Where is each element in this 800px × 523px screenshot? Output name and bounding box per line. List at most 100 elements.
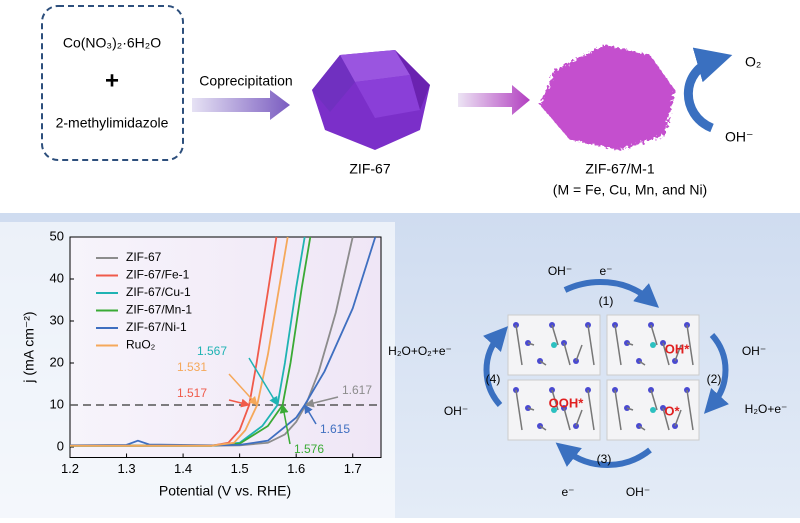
- y-tick-label: 20: [50, 354, 64, 369]
- bond: [563, 342, 571, 366]
- cycle-label: (1): [599, 294, 614, 308]
- y-tick-label: 40: [50, 270, 64, 285]
- intermediate-label: OOH*: [549, 395, 585, 410]
- bond: [539, 425, 547, 431]
- annotation-label: 1.615: [320, 422, 350, 436]
- product-note: (M = Fe, Cu, Mn, and Ni): [553, 182, 707, 198]
- cycle-label: H₂O+O₂+e⁻: [388, 344, 452, 358]
- reagent: Co(NO₃)₂·6H₂O: [63, 35, 161, 51]
- bond: [527, 407, 535, 411]
- cycle-label: OH⁻: [548, 264, 572, 278]
- series-line: [69, 236, 377, 447]
- annotation-label: 1.576: [294, 442, 324, 456]
- bond: [515, 324, 523, 366]
- annotation-label: 1.567: [197, 344, 227, 358]
- plot-area: [69, 236, 382, 458]
- legend-label: RuO₂: [126, 338, 156, 352]
- bond: [662, 342, 670, 366]
- annotation-arrow: [304, 404, 317, 425]
- plus: +: [105, 67, 119, 94]
- annotation-label: 1.531: [177, 360, 207, 374]
- oer-arrow: [683, 47, 733, 133]
- annotation-arrow: [304, 396, 339, 408]
- atom: [551, 407, 557, 413]
- cycle-label: e⁻: [561, 485, 574, 499]
- bond: [638, 360, 646, 366]
- bond: [650, 389, 658, 411]
- intermediate-label: O*: [664, 403, 680, 418]
- annotation-arrow: [228, 373, 258, 406]
- y-tick-label: 50: [50, 228, 64, 243]
- oer-label: OH⁻: [725, 129, 753, 145]
- legend-label: ZIF-67/Mn-1: [126, 303, 192, 317]
- atom: [650, 342, 656, 348]
- bond: [674, 344, 682, 362]
- reagent-box: [41, 5, 184, 161]
- y-tick-label: 0: [57, 438, 64, 453]
- bond: [662, 407, 670, 431]
- bond: [614, 389, 622, 431]
- y-axis-label: j (mA cm⁻²): [21, 311, 37, 383]
- series-line: [70, 236, 289, 447]
- bond: [686, 324, 694, 366]
- cycle-label: OH⁻: [742, 344, 766, 358]
- annotation-arrow: [248, 357, 279, 406]
- x-tick-label: 1.4: [174, 461, 192, 476]
- oer-label: O₂: [745, 54, 761, 70]
- legend-label: ZIF-67/Ni-1: [126, 320, 187, 334]
- bond: [650, 324, 658, 346]
- bond: [614, 324, 622, 366]
- atom: [551, 342, 557, 348]
- step-label: Coprecipitation: [199, 73, 292, 89]
- annotation-arrow: [279, 404, 291, 445]
- bond: [638, 425, 646, 431]
- cycle-label: OH⁻: [626, 485, 650, 499]
- reagent: 2-methylimidazole: [56, 115, 169, 131]
- arrow: [192, 90, 290, 120]
- bond: [539, 360, 547, 366]
- cycle-label: (3): [597, 452, 612, 466]
- cycle-diagram: [483, 279, 729, 468]
- cycle-label: e⁻: [599, 264, 612, 278]
- y-tick-label: 10: [50, 396, 64, 411]
- zif67-crystal: [312, 50, 430, 150]
- bond: [575, 409, 583, 427]
- bond: [515, 389, 523, 431]
- annotation-arrow: [228, 398, 251, 408]
- cycle-label: H₂O+e⁻: [745, 402, 788, 416]
- x-tick-label: 1.7: [344, 461, 362, 476]
- bond: [587, 389, 595, 431]
- bond: [626, 342, 634, 346]
- product-label: ZIF-67: [349, 161, 390, 177]
- legend-label: ZIF-67/Fe-1: [126, 268, 190, 282]
- x-tick-label: 1.3: [118, 461, 136, 476]
- bond: [674, 409, 682, 427]
- x-axis-label: Potential (V vs. RHE): [159, 483, 291, 499]
- intermediate-label: OH*: [665, 341, 691, 356]
- bond: [686, 389, 694, 431]
- product-label: ZIF-67/M-1: [585, 161, 654, 177]
- atom: [650, 407, 656, 413]
- annotation-label: 1.617: [342, 383, 372, 397]
- cycle-label: (4): [486, 372, 501, 386]
- legend-label: ZIF-67/Cu-1: [126, 285, 191, 299]
- x-tick-label: 1.2: [61, 461, 79, 476]
- x-tick-label: 1.5: [231, 461, 249, 476]
- bond: [527, 342, 535, 346]
- arrow: [458, 85, 530, 115]
- y-tick-label: 30: [50, 312, 64, 327]
- annotation-label: 1.517: [177, 386, 207, 400]
- cycle-label: OH⁻: [444, 404, 468, 418]
- bond: [575, 344, 583, 362]
- chart: 1.2 1.3 1.4 1.5 1.6 1.7 0 10 20 30 40 50 ZIF-67 ZIF-6…: [50, 228, 381, 476]
- bond: [551, 324, 559, 346]
- cycle-label: (2): [707, 372, 722, 386]
- bond: [587, 324, 595, 366]
- zif67-m1-crystal: [540, 45, 675, 150]
- legend-label: ZIF-67: [126, 250, 162, 264]
- bond: [563, 407, 571, 431]
- bond: [626, 407, 634, 411]
- x-tick-label: 1.6: [287, 461, 305, 476]
- bond: [551, 389, 559, 411]
